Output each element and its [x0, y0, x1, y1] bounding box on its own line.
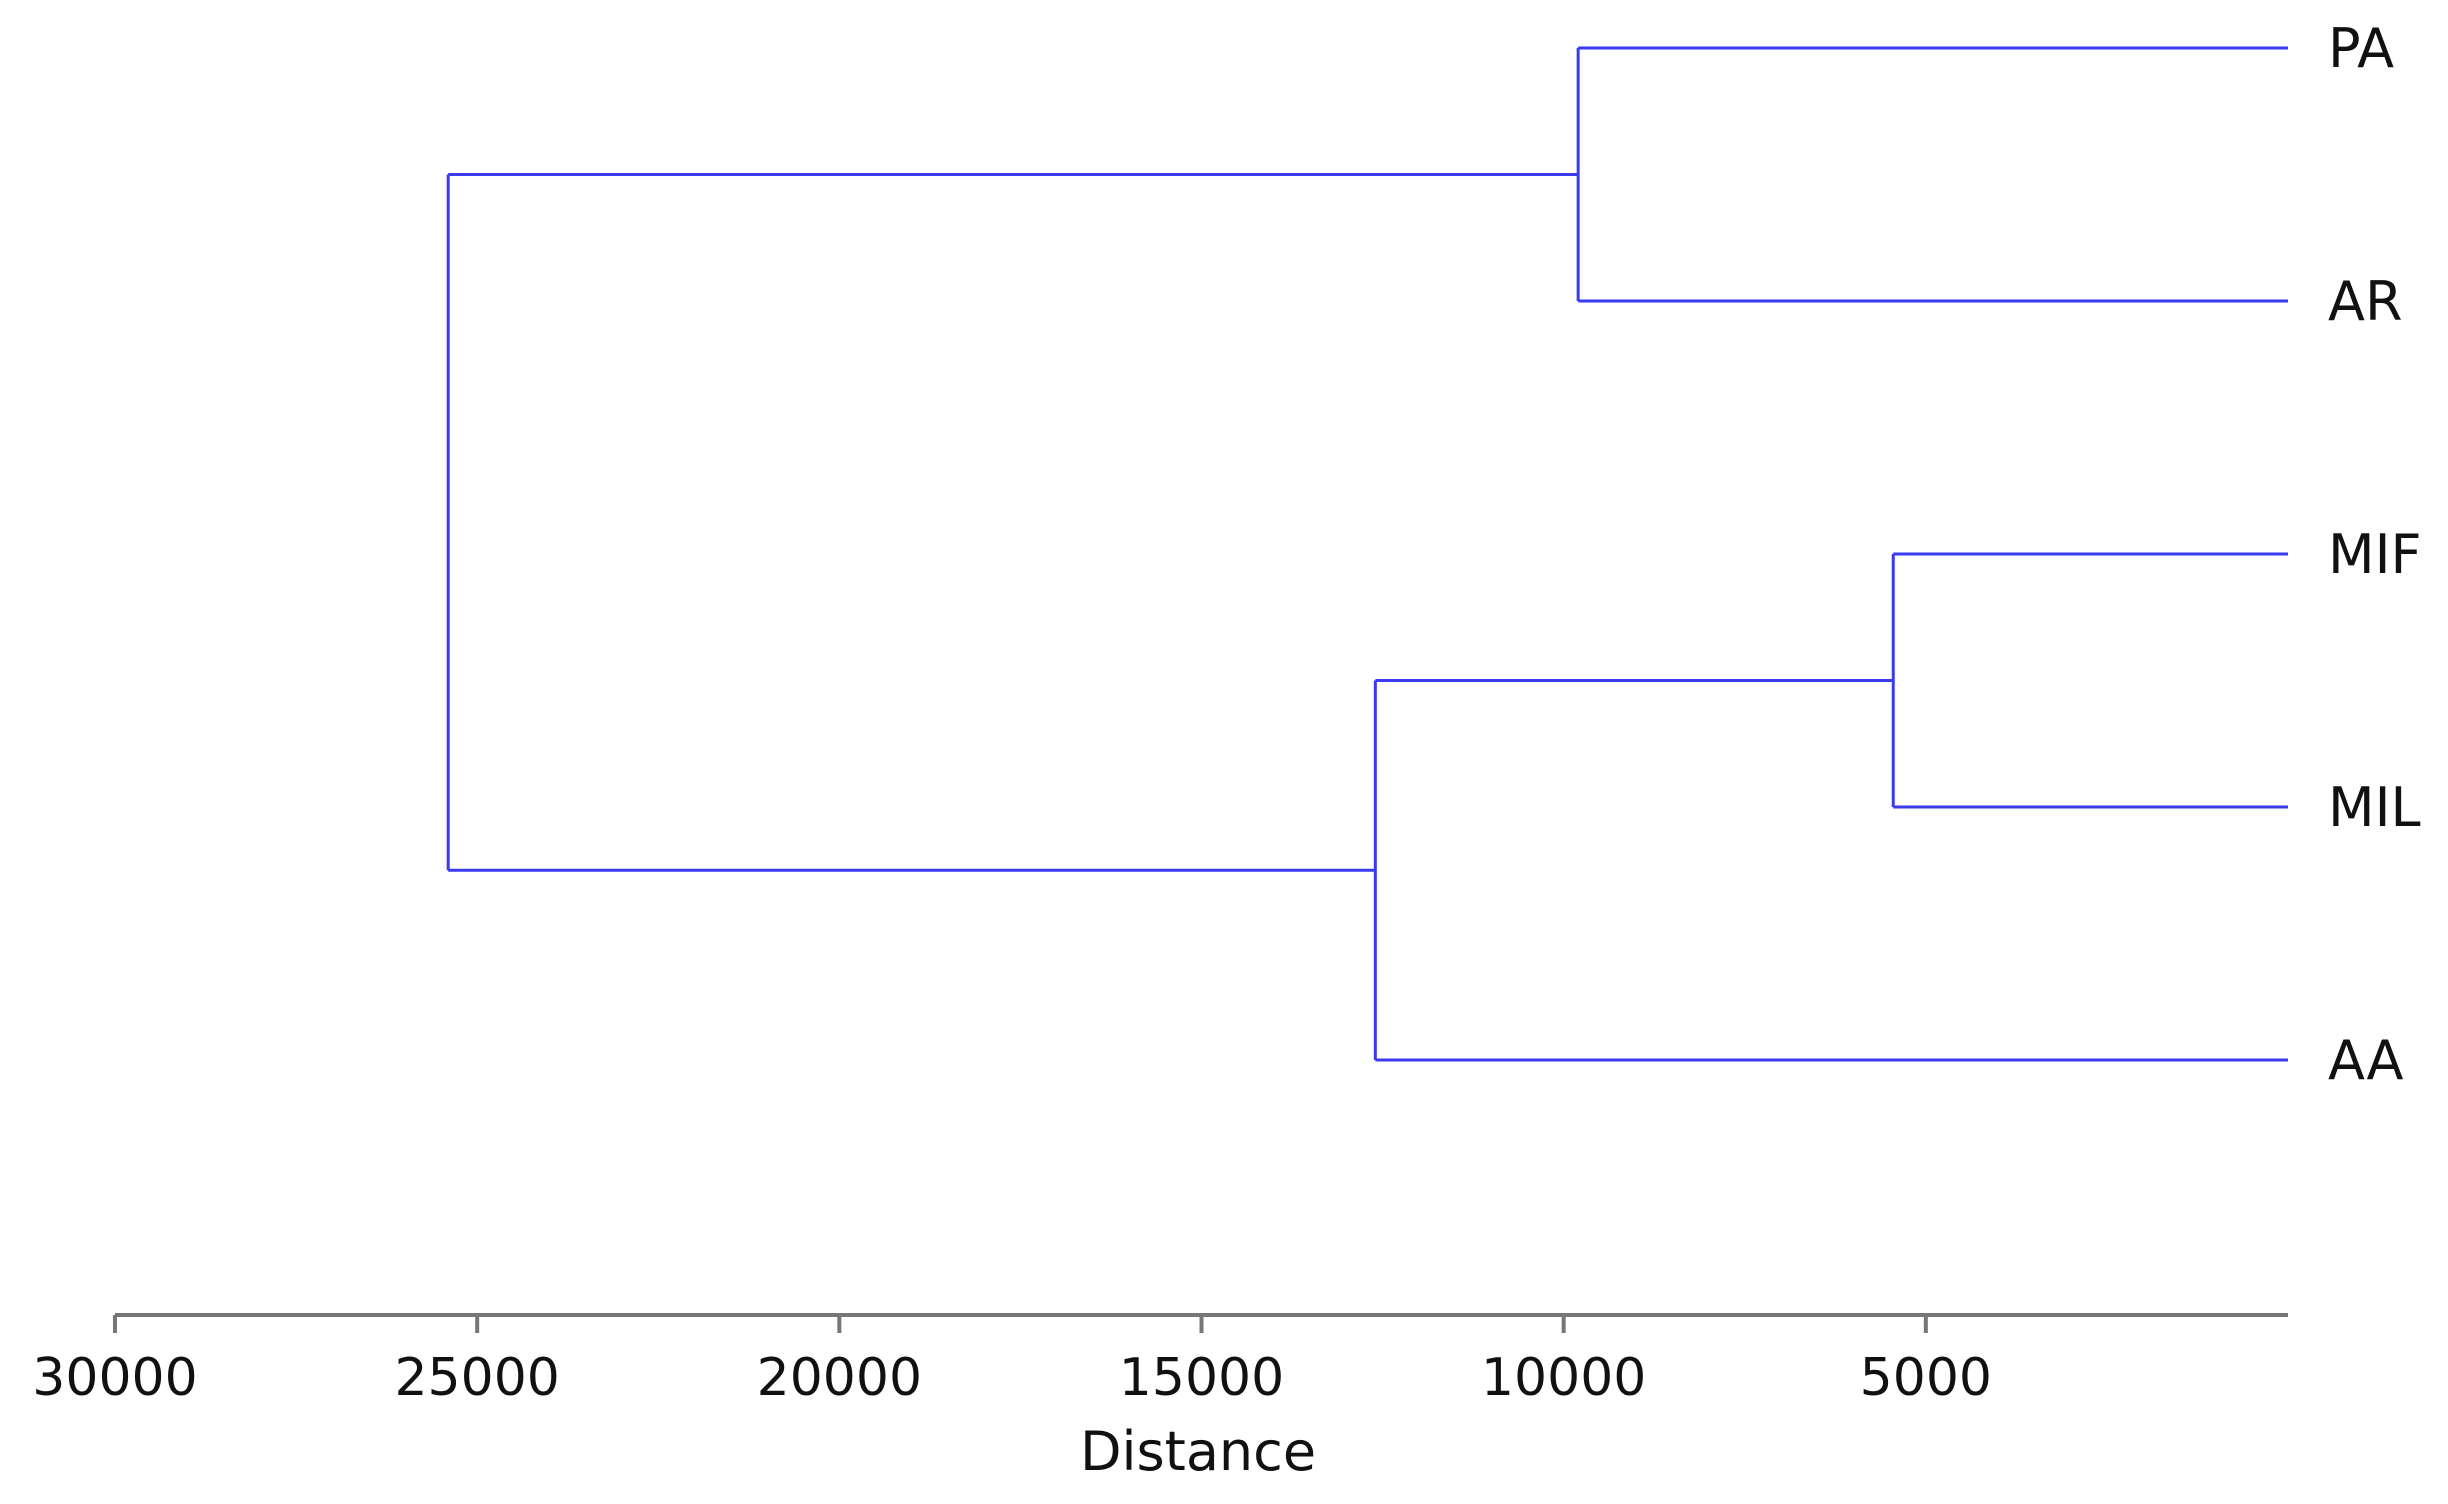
x-tick-label-15000: 15000	[1119, 1348, 1284, 1408]
x-tick-label-25000: 25000	[394, 1348, 559, 1408]
leaf-labels: PA AR MIF MIL AA	[2328, 17, 2422, 1092]
x-tick-label-10000: 10000	[1481, 1348, 1646, 1408]
dendrogram-branches	[446, 46, 2288, 1062]
x-axis: 30000 25000 20000 15000 10000 5000	[32, 1313, 2288, 1408]
leaf-label-ar: AR	[2328, 270, 2402, 333]
x-tick-label-5000: 5000	[1860, 1348, 1992, 1408]
leaf-label-pa: PA	[2328, 17, 2394, 80]
leaf-label-aa: AA	[2328, 1029, 2403, 1092]
x-tick-label-20000: 20000	[757, 1348, 922, 1408]
x-tick-label-30000: 30000	[32, 1348, 197, 1408]
leaf-label-mil: MIL	[2328, 776, 2421, 839]
leaf-label-mif: MIF	[2328, 523, 2422, 586]
x-axis-title: Distance	[1080, 1420, 1316, 1483]
